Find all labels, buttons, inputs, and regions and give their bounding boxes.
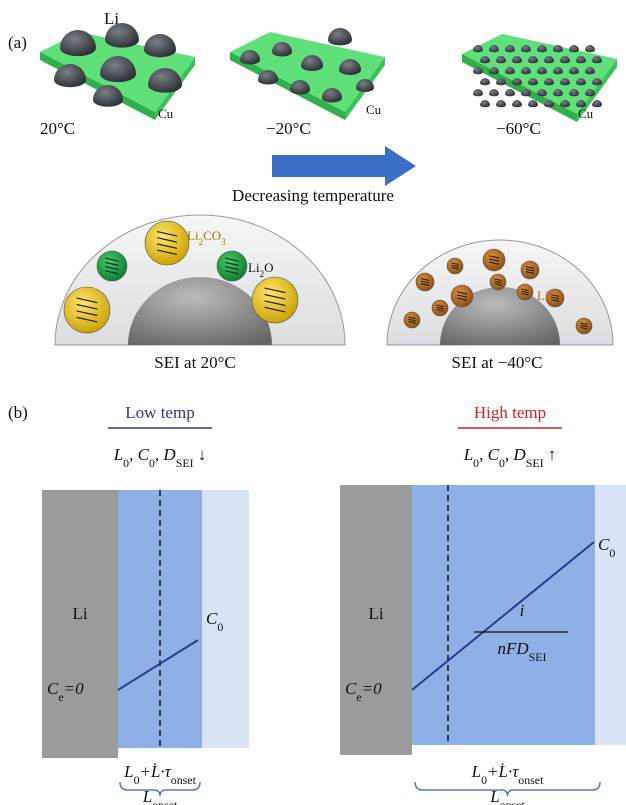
particle — [217, 251, 247, 281]
substrates — [40, 23, 617, 122]
sei-diagram: LiF — [387, 240, 613, 345]
metal-label: Li — [368, 604, 383, 623]
panel-label: (a) — [8, 33, 27, 52]
text-part: onset — [518, 773, 544, 787]
text-part: C — [345, 679, 357, 698]
metal-label: Li — [72, 604, 87, 623]
parameters: L0, C0, DSEI ↑ — [463, 445, 557, 470]
text-part: ↓ — [194, 445, 207, 464]
metal-label: Cu — [366, 102, 382, 117]
text-part: onset — [152, 798, 178, 805]
temperature: 20°C — [40, 119, 75, 138]
metal-label: Cu — [158, 106, 174, 121]
li-deposit — [585, 45, 595, 52]
text-part: ↑ — [544, 445, 557, 464]
thickness-expression: L0+L̇·τonset — [123, 762, 196, 787]
text-part: C — [47, 679, 59, 698]
temperature: −60°C — [496, 119, 541, 138]
particle — [145, 221, 189, 265]
text-part: , D — [155, 445, 177, 464]
li-deposit — [505, 89, 515, 96]
text-part: SEI — [176, 456, 194, 470]
text-part: Li — [187, 228, 199, 243]
parameters: L0, C0, DSEI ↓ — [113, 445, 207, 470]
text-part: L — [463, 445, 473, 464]
text-part: C — [598, 535, 610, 554]
panel-title: High temp — [474, 403, 546, 422]
li-deposit — [512, 100, 522, 107]
text-part: L — [471, 762, 481, 781]
text-part: L — [142, 787, 152, 805]
text-part: +L̇·τ — [140, 762, 172, 781]
text-part: O — [264, 260, 273, 275]
light-region — [595, 485, 626, 745]
panel-b: Low tempL0, C0, DSEI ↓LiCe=0C0L0+L̇·τons… — [42, 403, 626, 805]
temperature: −20°C — [266, 119, 311, 138]
particle — [252, 277, 298, 323]
li-deposit — [489, 89, 499, 96]
text-part: =0 — [362, 679, 382, 698]
figure: (a) Li 20°C −20°C −60°C Cu Cu Cu Decreas… — [0, 0, 626, 805]
text-part: 3 — [221, 237, 226, 247]
text-part: , C — [479, 445, 500, 464]
li-deposit — [569, 45, 579, 52]
text-part: CO — [203, 228, 221, 243]
li-deposit — [480, 100, 490, 107]
text-part: onset — [500, 798, 526, 805]
text-part: 0 — [217, 620, 223, 634]
panel-title: Low temp — [125, 403, 194, 422]
arrow — [272, 146, 416, 186]
text-part: +L̇·τ — [487, 762, 519, 781]
text-part: =0 — [64, 679, 84, 698]
text-part: LiF — [537, 288, 556, 303]
text-part: L — [113, 445, 123, 464]
metal-label: Cu — [578, 106, 594, 121]
thickness-expression: L0+L̇·τonset — [471, 762, 544, 787]
particle — [97, 251, 127, 281]
text-part: , C — [129, 445, 150, 464]
li-deposit — [60, 30, 96, 56]
panel-label: (b) — [8, 403, 28, 422]
li-deposit — [592, 100, 602, 107]
particle — [64, 287, 110, 333]
text-part: SEI — [526, 456, 544, 470]
li-deposit — [528, 100, 538, 107]
sei-region — [118, 490, 202, 748]
caption: SEI at −40°C — [452, 353, 543, 372]
text-part: SEI — [529, 650, 547, 664]
text-part: Li — [248, 260, 260, 275]
page: {"panel_a": {"label": "(a)", "li_label":… — [0, 0, 626, 805]
text-part: C — [206, 609, 218, 628]
text-part: L — [123, 762, 133, 781]
arrow-label: Decreasing temperature — [232, 186, 394, 205]
sei-diagram: Li2CO3 Li2O — [55, 215, 345, 345]
text-part: , D — [505, 445, 527, 464]
li-deposit — [144, 34, 176, 57]
text-part: nFD — [497, 639, 529, 658]
li-deposit — [496, 100, 506, 107]
caption: SEI at 20°C — [154, 353, 235, 372]
species-label: LiF — [537, 288, 556, 303]
li-metal — [42, 490, 118, 758]
li-deposit — [480, 78, 490, 85]
text-part: onset — [171, 773, 197, 787]
fraction-numerator: i — [520, 601, 525, 620]
text-part: 0 — [609, 546, 615, 560]
text-part: L — [489, 787, 499, 805]
li-deposit — [473, 89, 483, 96]
li-deposit — [328, 28, 352, 45]
bracket — [415, 782, 600, 796]
